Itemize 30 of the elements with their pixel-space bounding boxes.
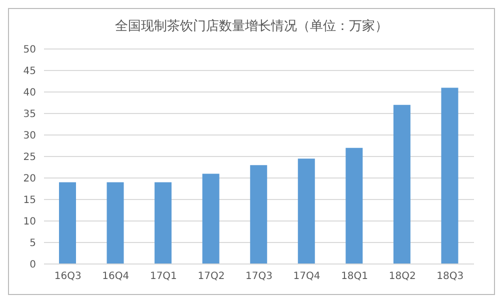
- y-tick-label: 0: [30, 260, 36, 271]
- x-tick-label: 17Q2: [198, 271, 225, 282]
- x-tick-label: 17Q3: [246, 271, 272, 282]
- y-tick-label: 50: [23, 44, 36, 56]
- y-tick-label: 15: [23, 195, 36, 206]
- bar: [106, 182, 124, 264]
- x-tick-label: 18Q3: [436, 271, 464, 282]
- y-tick-label: 45: [23, 66, 36, 78]
- x-tick-label: 16Q3: [54, 271, 82, 282]
- x-tick-label: 16Q4: [102, 271, 130, 282]
- y-tick-label: 35: [23, 109, 36, 120]
- y-tick-label: 40: [23, 88, 36, 99]
- y-tick-label: 20: [23, 174, 36, 185]
- bar: [154, 182, 172, 264]
- y-tick-label: 5: [30, 238, 36, 250]
- y-tick-label: 30: [23, 130, 36, 142]
- bar: [441, 88, 458, 264]
- x-tick-label: 18Q2: [388, 271, 416, 282]
- bar: [202, 174, 220, 264]
- y-tick-label: 25: [23, 152, 36, 164]
- y-tick-label: 10: [23, 216, 36, 228]
- x-tick-label: 17Q1: [150, 271, 177, 282]
- bar: [346, 148, 363, 264]
- x-tick-label: 17Q4: [293, 271, 320, 282]
- bar: [59, 182, 76, 264]
- bar: [250, 165, 268, 264]
- bar: [393, 104, 410, 264]
- x-tick-label: 18Q1: [341, 271, 368, 282]
- chart-title: 全国现制茶饮门店数量增长情况（单位：万家）: [114, 18, 389, 36]
- bar: [298, 158, 315, 264]
